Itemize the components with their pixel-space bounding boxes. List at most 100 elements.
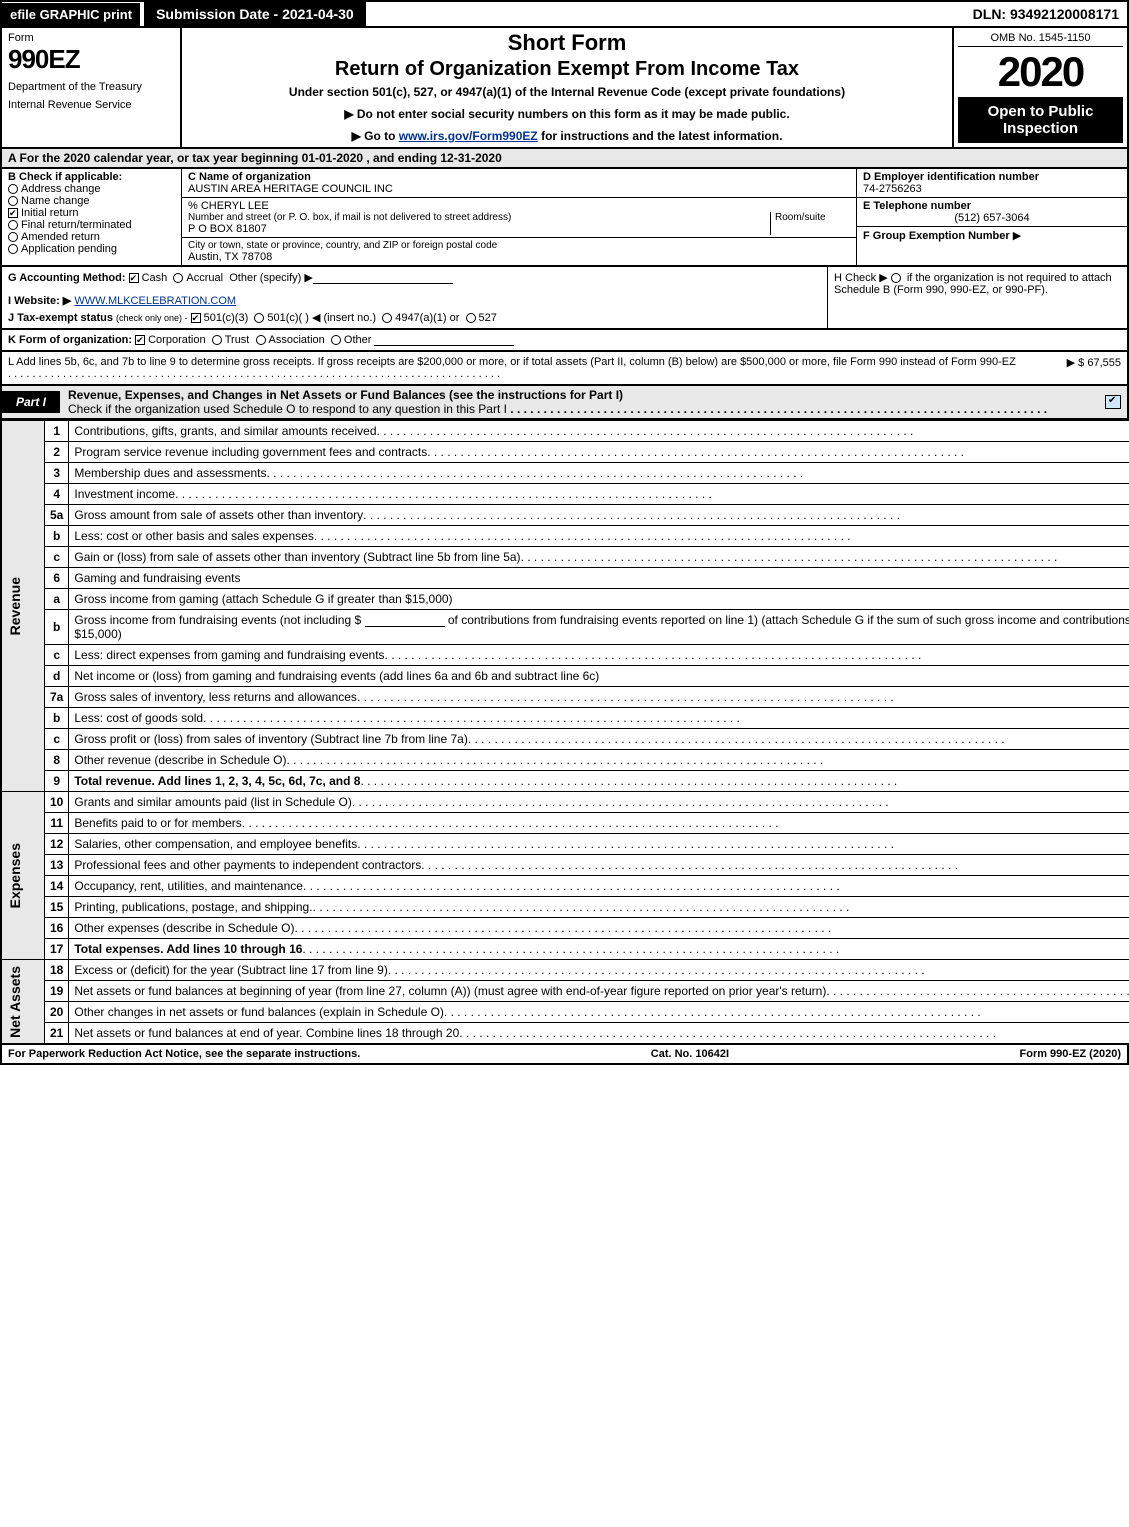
line-desc: Gain or (loss) from sale of assets other… [74,550,520,564]
part1-dots [510,402,1047,416]
line-desc: Program service revenue including govern… [74,445,427,459]
other-org-label: Other [344,334,372,346]
l-text: L Add lines 5b, 6c, and 7b to line 9 to … [8,356,1016,368]
part1-title: Revenue, Expenses, and Changes in Net As… [60,386,1105,418]
line-desc: Gaming and fundraising events [69,568,1129,589]
section-k: K Form of organization: Corporation Trus… [0,330,1129,352]
line-desc: Membership dues and assessments [74,466,266,480]
other-method-input[interactable] [313,272,453,284]
other-method-label: Other (specify) ▶ [229,272,313,284]
tel-value: (512) 657-3064 [863,212,1121,224]
table-row: 21 Net assets or fund balances at end of… [1,1023,1129,1045]
table-row: 12 Salaries, other compensation, and emp… [1,834,1129,855]
line-num: c [45,645,69,666]
line-num: 10 [45,792,69,813]
short-form-title: Short Form [188,30,946,56]
other-org-checkbox[interactable] [331,335,341,345]
table-row: 14 Occupancy, rent, utilities, and maint… [1,876,1129,897]
line-desc: Excess or (deficit) for the year (Subtra… [74,963,387,977]
table-row: 19 Net assets or fund balances at beginn… [1,981,1129,1002]
table-row: Net Assets 18 Excess or (deficit) for th… [1,960,1129,981]
line-desc: Total expenses. Add lines 10 through 16 [74,942,302,956]
other-org-input[interactable] [374,334,514,346]
line-num: b [45,708,69,729]
501c-checkbox[interactable] [254,313,264,323]
cash-label: Cash [142,272,168,284]
amended-return-checkbox[interactable] [8,232,18,242]
application-pending-label: Application pending [21,243,117,255]
table-row: b Gross income from fundraising events (… [1,610,1129,645]
trust-checkbox[interactable] [212,335,222,345]
form-label: Form [8,32,174,44]
final-return-checkbox[interactable] [8,220,18,230]
efile-print-button[interactable]: efile GRAPHIC print [2,3,140,26]
g-label: G Accounting Method: [8,272,126,284]
table-row: 16 Other expenses (describe in Schedule … [1,918,1129,939]
line-desc: Grants and similar amounts paid (list in… [74,795,351,809]
line-num: c [45,547,69,568]
header-middle: Short Form Return of Organization Exempt… [182,28,952,147]
application-pending-checkbox[interactable] [8,244,18,254]
omb-number: OMB No. 1545-1150 [958,32,1123,47]
contrib-amount-input[interactable] [365,615,445,627]
address-change-checkbox[interactable] [8,184,18,194]
table-row: Revenue 1 Contributions, gifts, grants, … [1,421,1129,442]
ein-value: 74-2756263 [863,183,1121,195]
main-title: Return of Organization Exempt From Incom… [188,58,946,81]
line-num: 3 [45,463,69,484]
j-label: J Tax-exempt status [8,312,113,324]
table-row: Expenses 10 Grants and similar amounts p… [1,792,1129,813]
line-num: a [45,589,69,610]
header-left: Form 990EZ Department of the Treasury In… [2,28,182,147]
table-row: 8 Other revenue (describe in Schedule O)… [1,750,1129,771]
table-row: d Net income or (loss) from gaming and f… [1,666,1129,687]
website-link[interactable]: WWW.MLKCELEBRATION.COM [74,295,236,307]
form-ref: Form 990-EZ (2020) [1020,1048,1121,1060]
table-row: 7a Gross sales of inventory, less return… [1,687,1129,708]
part1-schedule-o-checkbox[interactable] [1105,395,1121,409]
cash-checkbox[interactable] [129,273,139,283]
table-row: c Less: direct expenses from gaming and … [1,645,1129,666]
tel-label: E Telephone number [863,200,1121,212]
accrual-label: Accrual [186,272,223,284]
table-row: 13 Professional fees and other payments … [1,855,1129,876]
4947-label: 4947(a)(1) or [395,312,459,324]
city-label: City or town, state or province, country… [188,240,850,251]
table-row: c Gross profit or (loss) from sales of i… [1,729,1129,750]
form-number: 990EZ [8,44,174,75]
line-desc: Salaries, other compensation, and employ… [74,837,357,851]
initial-return-checkbox[interactable] [8,208,18,218]
final-return-label: Final return/terminated [21,219,132,231]
table-row: 20 Other changes in net assets or fund b… [1,1002,1129,1023]
name-change-label: Name change [21,195,90,207]
line-desc: Occupancy, rent, utilities, and maintena… [74,879,303,893]
header-right: OMB No. 1545-1150 2020 Open to Public In… [952,28,1127,147]
care-of: % CHERYL LEE [188,200,850,212]
527-checkbox[interactable] [466,313,476,323]
501c3-checkbox[interactable] [191,313,201,323]
room-suite-label: Room/suite [770,212,850,235]
line-num: 8 [45,750,69,771]
line-num: 5a [45,505,69,526]
ssn-warning: ▶ Do not enter social security numbers o… [188,107,946,121]
subtitle: Under section 501(c), 527, or 4947(a)(1)… [188,85,946,99]
line-desc: Gross profit or (loss) from sales of inv… [74,732,467,746]
corp-label: Corporation [148,334,205,346]
line-num: b [45,526,69,547]
irs-link[interactable]: www.irs.gov/Form990EZ [399,129,538,143]
corp-checkbox[interactable] [135,335,145,345]
submission-date-badge: Submission Date - 2021-04-30 [144,2,366,26]
line-num: 1 [45,421,69,442]
assoc-checkbox[interactable] [256,335,266,345]
line-num: c [45,729,69,750]
name-change-checkbox[interactable] [8,196,18,206]
h-checkbox[interactable] [891,273,901,283]
line-desc: Gross amount from sale of assets other t… [74,508,363,522]
l-amount: $ 67,555 [1078,357,1121,369]
street-label: Number and street (or P. O. box, if mail… [188,212,770,223]
4947-checkbox[interactable] [382,313,392,323]
accrual-checkbox[interactable] [173,273,183,283]
catalog-number: Cat. No. 10642I [651,1048,729,1060]
top-bar: efile GRAPHIC print Submission Date - 20… [0,0,1129,28]
j-note: (check only one) - [116,313,188,323]
